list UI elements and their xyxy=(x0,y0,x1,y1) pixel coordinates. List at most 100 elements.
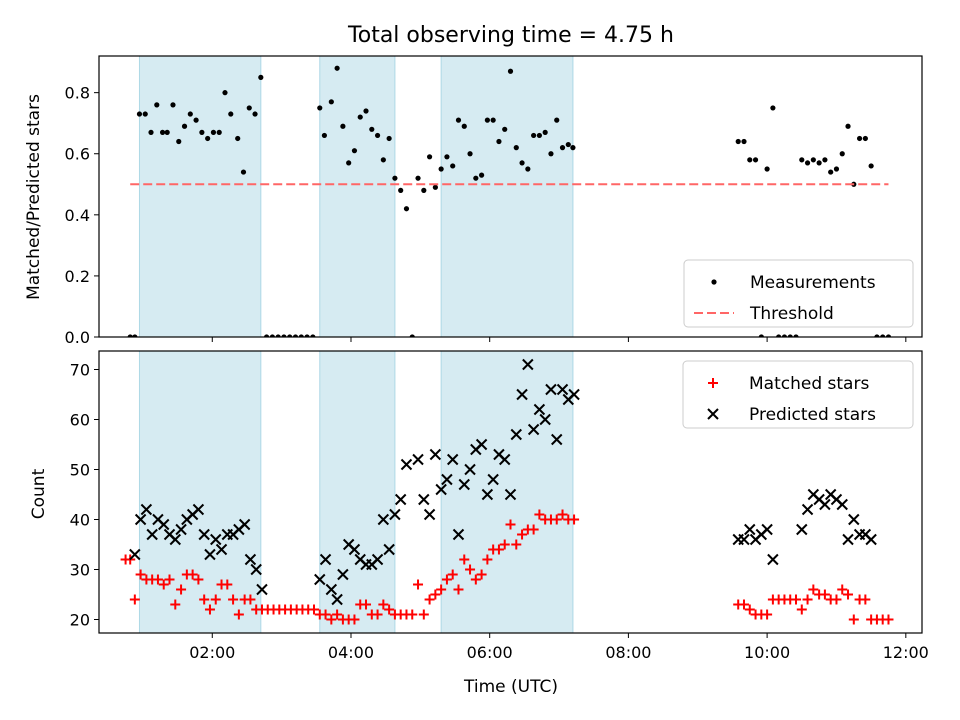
measurement-point xyxy=(210,129,217,135)
measurement-point xyxy=(287,334,293,337)
y-tick-label: 0.4 xyxy=(65,206,90,225)
shaded-interval xyxy=(319,351,395,633)
predicted-stars-point xyxy=(319,553,332,566)
measurement-point xyxy=(403,206,410,212)
predicted-stars-point xyxy=(865,533,877,546)
measurement-point xyxy=(467,151,473,157)
matched-stars-point xyxy=(762,609,773,620)
measurement-point xyxy=(758,334,764,337)
measurement-point xyxy=(409,334,415,337)
measurement-point xyxy=(421,187,427,193)
matched-stars-point xyxy=(511,539,522,550)
matched-stars-point xyxy=(233,609,244,620)
matched-stars-point xyxy=(744,604,755,615)
matched-stars-point xyxy=(482,554,493,565)
chart-title: Total observing time = 4.75 h xyxy=(347,23,674,48)
measurement-point xyxy=(776,334,782,337)
measurement-point xyxy=(317,105,323,111)
matched-stars-point xyxy=(557,509,568,520)
matched-stars-point xyxy=(349,614,360,625)
measurement-point xyxy=(334,65,340,71)
measurement-point xyxy=(839,151,845,157)
measurement-point xyxy=(770,105,776,111)
predicted-stars-point xyxy=(796,523,808,536)
predicted-stars-point xyxy=(744,523,756,536)
measurement-point xyxy=(235,135,241,142)
measurement-point xyxy=(304,334,310,337)
measurement-point xyxy=(369,126,375,132)
measurement-point xyxy=(473,175,479,181)
measurement-point xyxy=(444,154,450,160)
x-axis-label: Time (UTC) xyxy=(463,677,558,697)
predicted-stars-point xyxy=(389,508,401,521)
x-tick-label: 12:00 xyxy=(883,643,929,662)
measurement-point xyxy=(240,169,247,175)
legend-x-marker xyxy=(707,408,719,420)
y-tick-label: 20 xyxy=(70,611,90,630)
measurement-point xyxy=(205,135,211,142)
matched-stars-point xyxy=(848,614,859,625)
predicted-stars-point xyxy=(238,518,251,531)
predicted-stars-point xyxy=(568,388,580,401)
measurement-point xyxy=(874,334,880,337)
predicted-stars-point xyxy=(215,543,228,556)
measurement-point xyxy=(415,175,421,181)
predicted-stars-point xyxy=(383,543,395,556)
axes-frame xyxy=(98,350,923,634)
measurement-point xyxy=(845,123,851,129)
matched-stars-point xyxy=(204,604,215,615)
measurement-point xyxy=(828,169,834,175)
measurement-point xyxy=(357,114,363,120)
measurement-point xyxy=(741,138,747,145)
matched-stars-point xyxy=(164,574,175,585)
predicted-stars-point xyxy=(244,553,257,566)
measurement-point xyxy=(438,166,444,172)
predicted-stars-point xyxy=(446,453,459,466)
predicted-stars-point xyxy=(499,453,511,466)
predicted-stars-point xyxy=(533,403,546,416)
matched-stars-point xyxy=(308,604,319,615)
measurement-point xyxy=(450,163,456,169)
measurement-point xyxy=(154,102,160,108)
matched-stars-point xyxy=(837,584,848,595)
measurement-point xyxy=(856,135,863,142)
measurement-point xyxy=(565,141,571,148)
matched-stars-point xyxy=(831,594,842,605)
predicted-stars-point xyxy=(146,528,158,541)
measurement-point xyxy=(216,129,222,135)
measurement-point xyxy=(764,166,770,172)
measurement-point xyxy=(328,99,334,105)
predicted-stars-point xyxy=(256,583,268,596)
matched-stars-point xyxy=(499,539,510,550)
y-tick-label: 40 xyxy=(70,511,90,530)
shaded-interval xyxy=(441,56,573,337)
predicted-stars-point xyxy=(848,513,860,526)
predicted-stars-point xyxy=(371,553,384,566)
measurement-point xyxy=(747,157,753,163)
predicted-stars-point xyxy=(158,518,170,531)
matched-stars-point xyxy=(569,514,580,525)
measurement-point xyxy=(799,157,805,163)
predicted-stars-point xyxy=(510,428,522,441)
measurement-point xyxy=(880,334,886,337)
predicted-stars-point xyxy=(458,478,470,491)
predicted-stars-point xyxy=(527,423,540,436)
predicted-stars-point xyxy=(394,493,407,506)
predicted-stars-point xyxy=(481,488,494,501)
predicted-stars-point xyxy=(819,498,831,511)
matched-stars-point xyxy=(791,594,802,605)
bottom-ylabel: Count xyxy=(29,468,49,519)
matched-stars-point xyxy=(332,609,343,620)
y-tick-label: 50 xyxy=(70,461,90,480)
matched-stars-point xyxy=(436,584,447,595)
measurement-point xyxy=(502,126,508,132)
predicted-stars-point xyxy=(325,583,338,596)
measurement-point xyxy=(479,172,485,178)
predicted-stars-point xyxy=(348,543,361,556)
predicted-stars-point xyxy=(545,383,557,396)
measurement-point xyxy=(490,117,496,123)
top-ylabel: Matched/Predicted stars xyxy=(24,94,44,300)
matched-stars-point xyxy=(441,574,452,585)
top-panel: 0.0 0.2 0.4 0.6 0.8 Measurements Threshold xyxy=(65,55,923,347)
measurement-point xyxy=(793,334,799,337)
